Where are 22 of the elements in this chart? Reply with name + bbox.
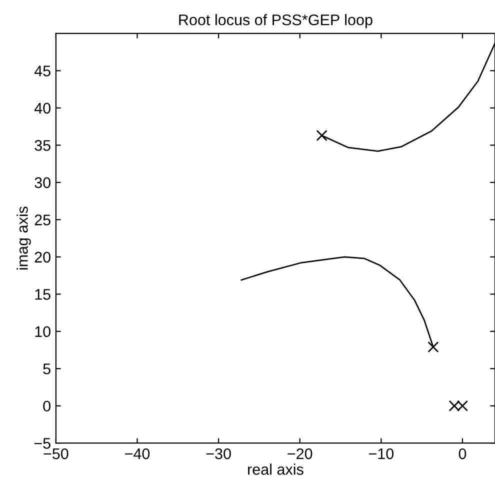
y-axis-title: imag axis — [16, 206, 31, 270]
y-tick-label: 20 — [34, 252, 50, 263]
x-tick-label: −50 — [44, 448, 68, 460]
x-tick-label: −40 — [125, 448, 150, 460]
y-tick-label: 40 — [34, 102, 50, 114]
x-tick-label: 0 — [458, 448, 466, 460]
y-tick-label: 5 — [43, 364, 50, 374]
y-tick-label: 30 — [34, 177, 50, 188]
x-tick-label: −10 — [368, 448, 394, 460]
point — [316, 130, 328, 142]
x-tick-label: −30 — [206, 448, 231, 460]
y-tick-label: 35 — [34, 140, 50, 151]
y-tick-label: 0 — [43, 400, 50, 412]
point — [428, 341, 439, 353]
y-tick-label: −5 — [34, 438, 50, 449]
chart-title: Root locus of PSS*GEP loop — [179, 14, 372, 28]
x-tick-label: −20 — [288, 448, 312, 460]
y-tick-label: 10 — [35, 326, 50, 338]
y-tick-label: 25 — [34, 214, 50, 226]
x-axis-title: real axis — [248, 464, 304, 475]
y-tick-label: 45 — [34, 66, 50, 76]
y-tick-label: 15 — [35, 289, 50, 300]
